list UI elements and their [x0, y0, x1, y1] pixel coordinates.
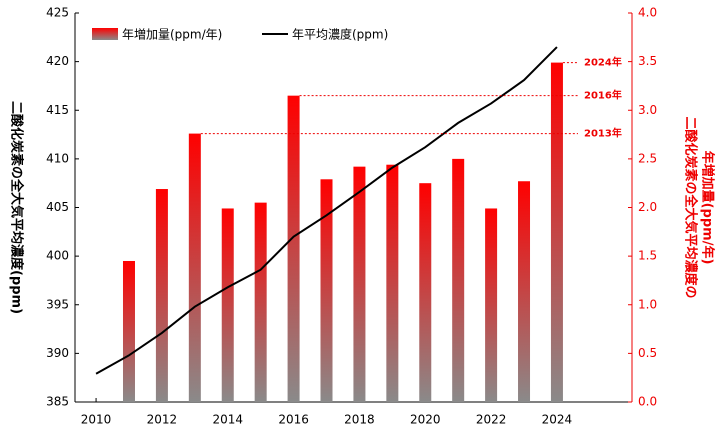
y-tick-label: 425 [46, 6, 69, 20]
legend-label: 年増加量(ppm/年) [122, 28, 222, 42]
x-tick-label: 2010 [81, 413, 112, 427]
bar [254, 202, 267, 402]
bar [188, 133, 201, 402]
y-tick-label: 400 [46, 249, 69, 263]
annotation: 2024年 [584, 56, 622, 69]
bar [287, 95, 300, 402]
y2-axis-title: 年増加量(ppm/年) [700, 151, 716, 265]
legend-label: 年平均濃度(ppm) [292, 27, 388, 42]
y2-tick-label: 2.0 [638, 200, 657, 214]
y2-tick-label: 3.5 [638, 54, 657, 68]
x-tick-label: 2022 [476, 413, 507, 427]
annotation: 2016年 [584, 89, 622, 102]
x-tick-label: 2024 [542, 413, 573, 427]
y2-tick-label: 0.0 [638, 395, 657, 409]
x-tick-label: 2016 [278, 413, 309, 427]
legend-swatch [92, 28, 118, 40]
y-tick-label: 395 [46, 297, 69, 311]
y2-tick-label: 3.0 [638, 103, 657, 117]
y-tick-label: 390 [46, 346, 69, 360]
x-tick-label: 2020 [410, 413, 441, 427]
line [95, 46, 558, 375]
bar [122, 260, 135, 402]
y2-tick-label: 0.5 [638, 346, 657, 360]
y-tick-label: 385 [46, 395, 69, 409]
y2-tick-label: 1.5 [638, 249, 657, 263]
bar [419, 183, 432, 402]
bar [518, 181, 531, 402]
y-tick-label: 415 [46, 103, 69, 117]
y-tick-label: 410 [46, 151, 69, 165]
y2-tick-label: 4.0 [638, 6, 657, 20]
bar [221, 208, 234, 402]
x-tick-label: 2014 [212, 413, 243, 427]
x-tick-label: 2018 [344, 413, 375, 427]
annotation: 2013年 [584, 127, 622, 140]
bar [452, 158, 465, 402]
y2-tick-label: 1.0 [638, 297, 657, 311]
bar [485, 208, 498, 402]
y2-tick-label: 2.5 [638, 151, 657, 165]
bar [320, 179, 333, 402]
bar [353, 166, 366, 402]
y2-axis-title: 二酸化炭素の全大気平均濃度の [683, 116, 699, 298]
y-axis-title: 二酸化炭素の全大気平均濃度(ppm) [9, 101, 25, 314]
bar [155, 189, 168, 402]
bar [386, 164, 399, 402]
bar [550, 62, 563, 402]
x-tick-label: 2012 [147, 413, 178, 427]
y-tick-label: 405 [46, 200, 69, 214]
y-tick-label: 420 [46, 54, 69, 68]
